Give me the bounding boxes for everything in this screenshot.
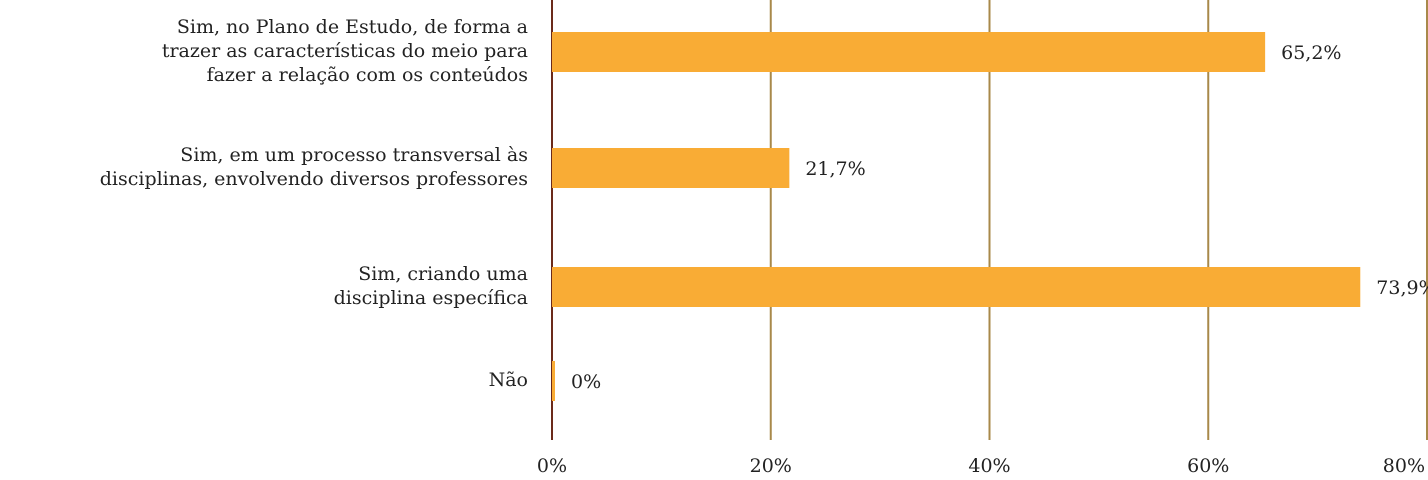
bar [552,267,1361,307]
x-tick-label: 40% [968,455,1010,477]
x-tick-label: 60% [1187,455,1229,477]
value-label: 21,7% [805,158,865,180]
bar [552,361,555,401]
category-label: disciplinas, envolvendo diversos profess… [100,168,528,190]
bar [552,32,1266,72]
x-tick-label: 0% [537,455,567,477]
x-tick-label: 80% [1383,455,1425,477]
category-label: disciplina específica [334,287,528,309]
category-label: Não [489,369,528,391]
value-label: 0% [571,371,601,393]
category-label: Sim, em um processo transversal às [180,144,528,166]
category-label: fazer a relação com os conteúdos [207,64,528,86]
value-label: 65,2% [1281,42,1341,64]
category-label: Sim, no Plano de Estudo, de forma a [177,16,528,38]
value-label: 73,9% [1376,277,1428,299]
bar [552,148,790,188]
category-label: trazer as características do meio para [162,40,528,62]
category-label: Sim, criando uma [358,263,528,285]
x-tick-label: 20% [750,455,792,477]
